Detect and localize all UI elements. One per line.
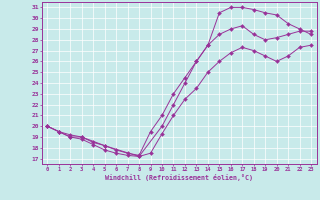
X-axis label: Windchill (Refroidissement éolien,°C): Windchill (Refroidissement éolien,°C) [105,174,253,181]
